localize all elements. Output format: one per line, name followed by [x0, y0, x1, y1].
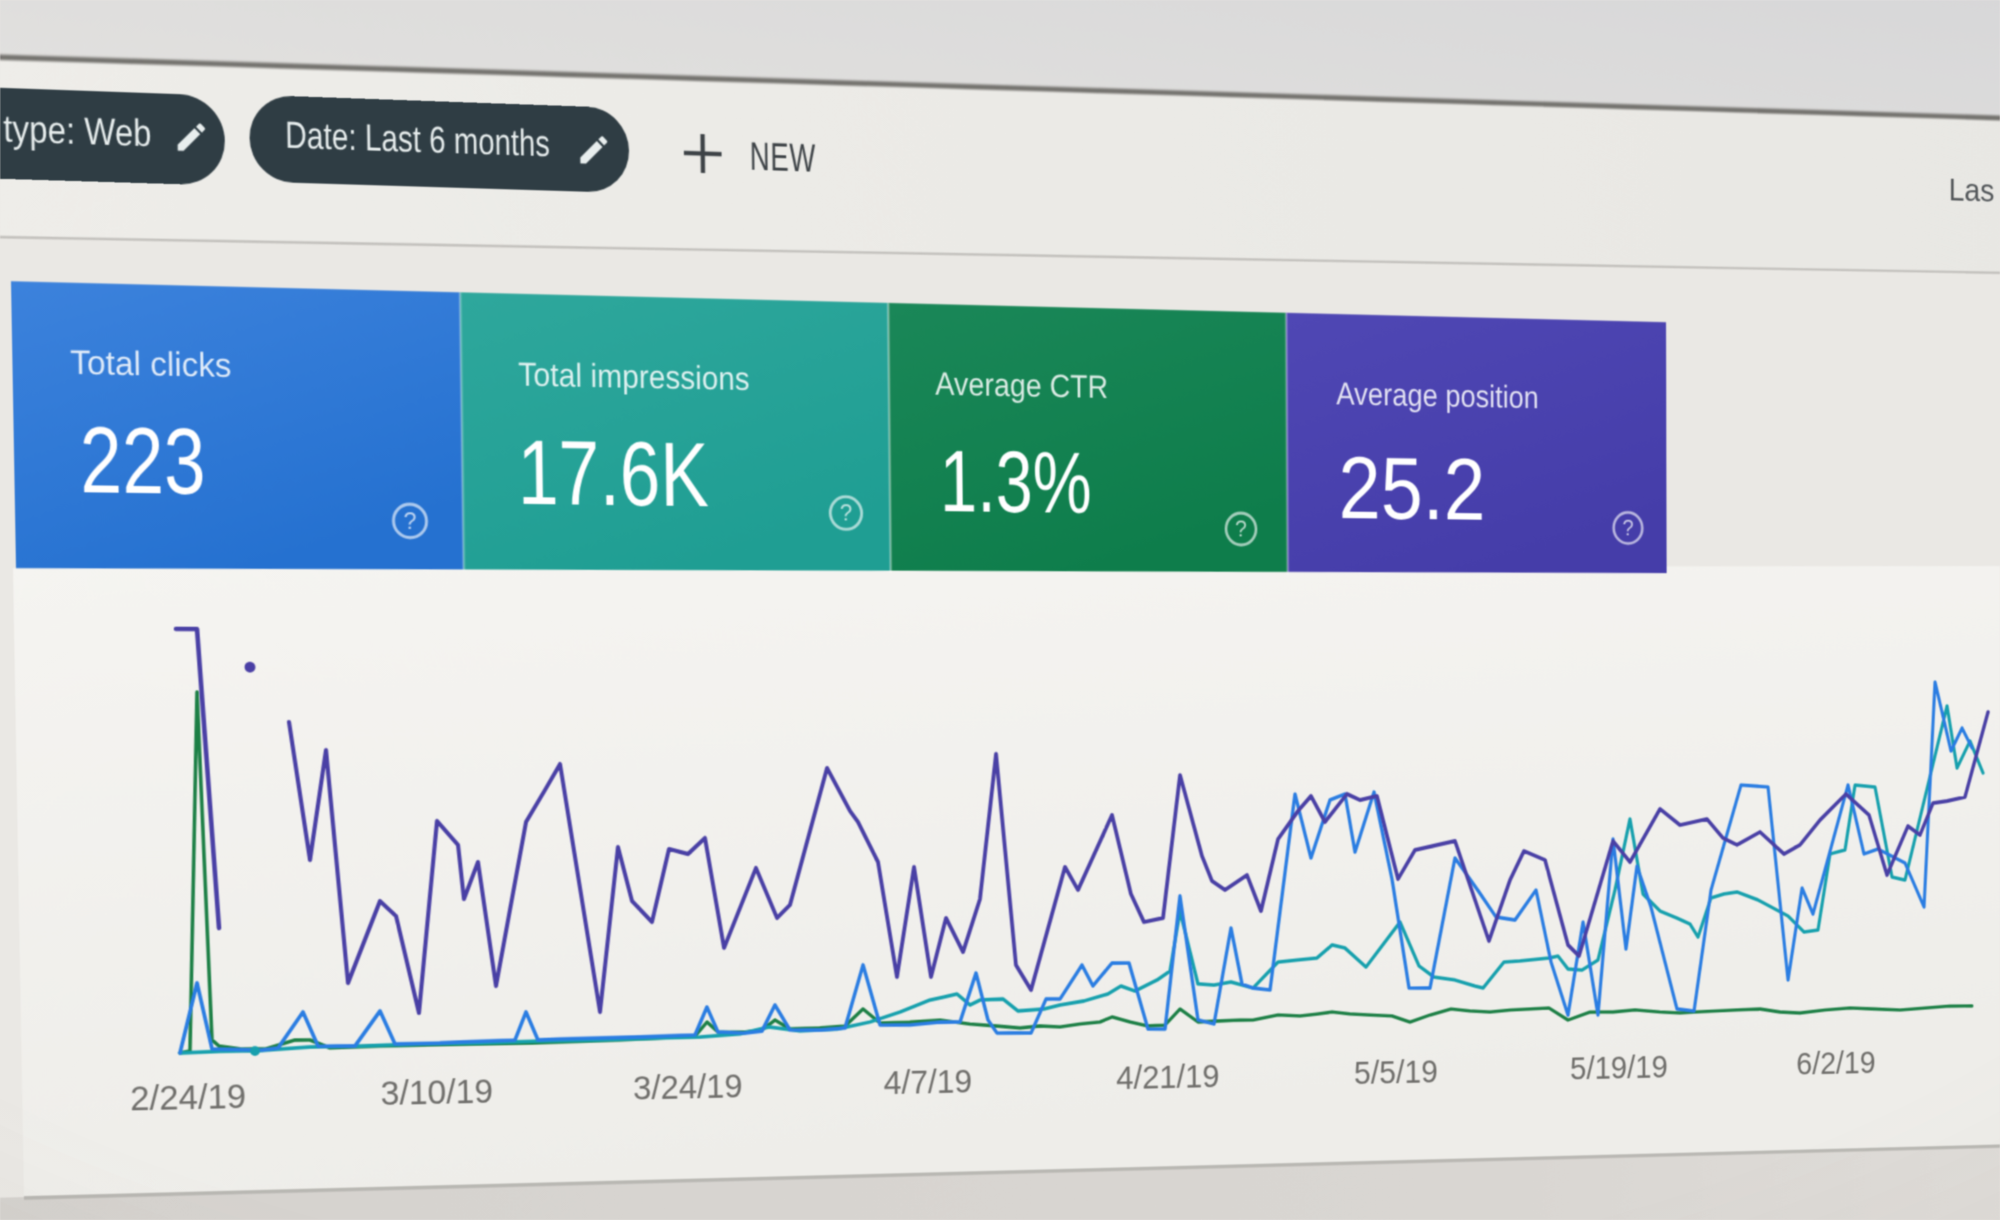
- svg-text:4/21/19: 4/21/19: [1116, 1058, 1220, 1097]
- svg-text:2/24/19: 2/24/19: [130, 1077, 246, 1118]
- svg-text:?: ?: [1235, 517, 1247, 542]
- svg-text:?: ?: [403, 508, 416, 534]
- svg-text:3/24/19: 3/24/19: [633, 1067, 743, 1107]
- svg-text:5/19/19: 5/19/19: [1570, 1049, 1668, 1087]
- svg-text:5/5/19: 5/5/19: [1354, 1053, 1438, 1091]
- svg-text:?: ?: [840, 501, 853, 527]
- svg-text:6/2/19: 6/2/19: [1796, 1045, 1875, 1082]
- svg-text:3/10/19: 3/10/19: [380, 1072, 493, 1112]
- svg-text:?: ?: [1622, 516, 1633, 540]
- svg-text:4/7/19: 4/7/19: [883, 1063, 972, 1102]
